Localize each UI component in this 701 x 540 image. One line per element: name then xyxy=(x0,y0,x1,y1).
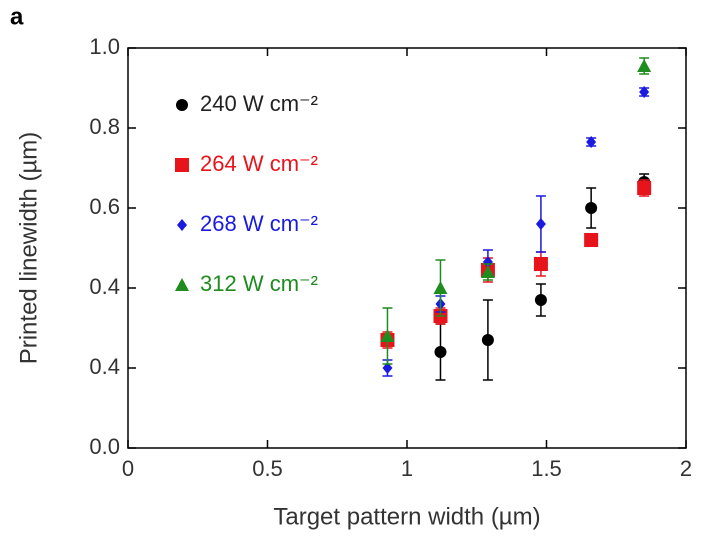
legend-label: 268 W cm⁻² xyxy=(200,211,318,236)
legend-label: 240 W cm⁻² xyxy=(200,91,318,116)
y-tick-label: 0.4 xyxy=(89,354,120,379)
x-tick-label: 0 xyxy=(122,456,134,481)
marker xyxy=(177,219,187,231)
marker xyxy=(637,59,652,72)
marker xyxy=(637,181,652,195)
marker xyxy=(176,99,188,111)
y-tick-label: 1.0 xyxy=(89,34,120,59)
y-tick-label: 0.6 xyxy=(89,194,120,219)
x-tick-label: 2 xyxy=(680,456,692,481)
marker xyxy=(433,281,448,294)
x-tick-label: 1.5 xyxy=(531,456,562,481)
marker xyxy=(480,265,495,278)
panel-label: a xyxy=(10,3,24,30)
marker xyxy=(175,278,189,291)
marker xyxy=(380,329,395,342)
legend-label: 312 W cm⁻² xyxy=(200,271,318,296)
x-axis-label: Target pattern width (µm) xyxy=(273,503,540,530)
marker xyxy=(534,294,547,306)
x-tick-label: 0.5 xyxy=(252,456,283,481)
marker xyxy=(586,136,597,148)
marker xyxy=(584,233,599,247)
marker xyxy=(639,86,650,98)
marker xyxy=(585,202,598,214)
y-tick-label: 0.8 xyxy=(89,114,120,139)
x-tick-label: 1 xyxy=(401,456,413,481)
y-tick-label: 0.4 xyxy=(89,274,120,299)
y-axis-label: Printed linewidth (µm) xyxy=(15,132,42,365)
marker xyxy=(533,257,548,271)
y-tick-label: 0.0 xyxy=(89,434,120,459)
marker xyxy=(382,362,393,374)
marker xyxy=(535,218,546,230)
legend-label: 264 W cm⁻² xyxy=(200,151,318,176)
marker xyxy=(434,346,447,358)
marker xyxy=(482,256,493,268)
marker xyxy=(175,158,189,172)
marker xyxy=(481,334,494,346)
